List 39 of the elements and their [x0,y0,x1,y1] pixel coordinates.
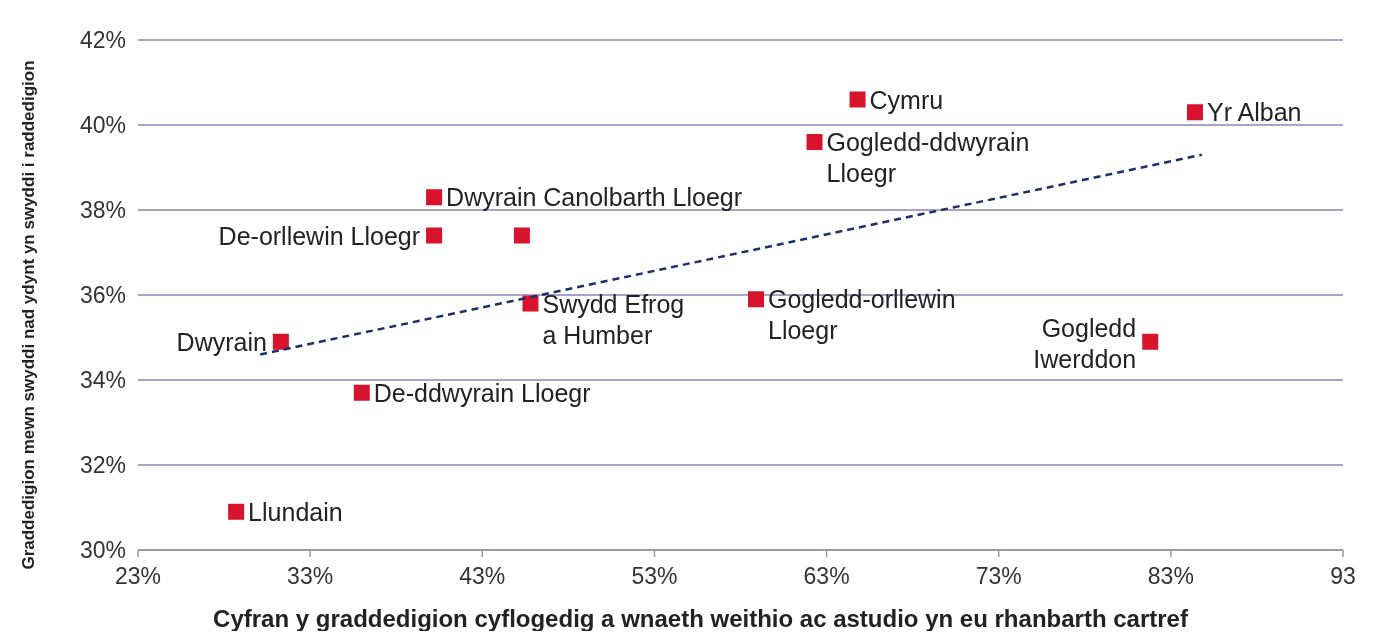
y-tick-label: 30% [79,537,126,563]
annotation: Cymru [869,85,944,114]
y-tick-label: 36% [79,282,126,308]
x-tick-label: 43% [459,563,506,589]
point [522,295,539,312]
x-tick-label: 63% [803,563,850,589]
y-tick-label: 34% [79,367,126,393]
annotation: Gogledd Iwerddon [1033,313,1137,373]
point [806,134,823,150]
annotation: Gogledd-ddwyrain Lloegr [826,128,1030,187]
annotation: Llundain [248,497,343,526]
annotation: Swydd Efrog a Humber [542,289,685,349]
annotation: Dwyrain [176,327,267,356]
y-axis-title: Graddedigion mewn swyddi nad ydynt yn swyddi i raddedigion [19,60,38,570]
annotation: Dwyrain Canolbarth Lloegr [446,183,743,212]
point [747,291,764,308]
y-tick-label: 38% [79,197,126,223]
annotation: De-ddwyrain Lloegr [373,378,591,407]
point [513,227,530,244]
y-tick-label: 40% [79,112,126,138]
annotation: De-orllewin Lloegr [218,221,421,250]
x-tick-label: 53% [631,563,678,589]
point [228,503,245,520]
annotation: Yr Alban [1206,98,1302,127]
annotation: Gogledd-orllewin Lloegr [767,285,956,345]
point [272,333,289,350]
point [1142,333,1159,350]
point [849,91,866,108]
point [1186,104,1203,121]
point [353,384,370,401]
y-tick-label: 32% [79,452,126,478]
x-tick-label: 83% [1147,563,1194,589]
x-tick-label: 93 [1330,563,1356,589]
x-tick-label: 73% [975,563,1022,589]
point [426,189,443,206]
point [426,227,443,244]
x-tick-label: 33% [287,563,334,589]
y-tick-label: 42% [79,27,126,53]
x-tick-label: 23% [114,563,162,589]
